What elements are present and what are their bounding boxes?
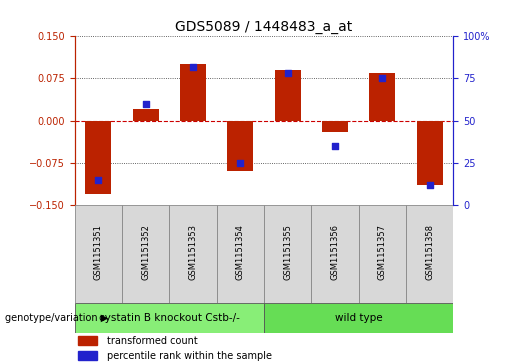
Bar <box>274 70 301 121</box>
Text: wild type: wild type <box>335 313 382 323</box>
Point <box>283 70 291 76</box>
Point <box>425 182 434 188</box>
Text: transformed count: transformed count <box>107 336 198 346</box>
Bar <box>417 121 442 185</box>
Text: GSM1151351: GSM1151351 <box>94 224 103 280</box>
Bar <box>180 65 206 121</box>
Bar <box>264 205 311 303</box>
Point <box>378 76 386 81</box>
Point <box>142 101 150 107</box>
Text: GSM1151355: GSM1151355 <box>283 224 292 280</box>
Text: cystatin B knockout Cstb-/-: cystatin B knockout Cstb-/- <box>99 313 240 323</box>
Bar <box>169 205 217 303</box>
Bar <box>78 336 97 345</box>
Point <box>189 64 197 70</box>
Bar <box>78 351 97 360</box>
Bar <box>358 205 406 303</box>
Bar <box>75 205 122 303</box>
Text: GSM1151357: GSM1151357 <box>377 224 387 280</box>
Bar <box>133 110 159 121</box>
Bar <box>369 73 395 121</box>
Text: percentile rank within the sample: percentile rank within the sample <box>107 351 272 360</box>
Bar <box>75 303 264 333</box>
Point <box>94 177 102 183</box>
Bar <box>217 205 264 303</box>
Bar <box>311 205 358 303</box>
Text: GSM1151353: GSM1151353 <box>188 224 197 280</box>
Bar <box>406 205 453 303</box>
Bar <box>322 121 348 132</box>
Text: GSM1151358: GSM1151358 <box>425 224 434 280</box>
Text: GSM1151354: GSM1151354 <box>236 224 245 280</box>
Bar <box>227 121 253 171</box>
Text: GSM1151352: GSM1151352 <box>141 224 150 280</box>
Bar <box>122 205 169 303</box>
Bar <box>85 121 111 194</box>
Point <box>331 143 339 149</box>
Point <box>236 160 245 166</box>
Bar <box>264 303 453 333</box>
Title: GDS5089 / 1448483_a_at: GDS5089 / 1448483_a_at <box>175 20 353 34</box>
Text: GSM1151356: GSM1151356 <box>331 224 339 280</box>
Text: genotype/variation ▶: genotype/variation ▶ <box>5 313 108 323</box>
